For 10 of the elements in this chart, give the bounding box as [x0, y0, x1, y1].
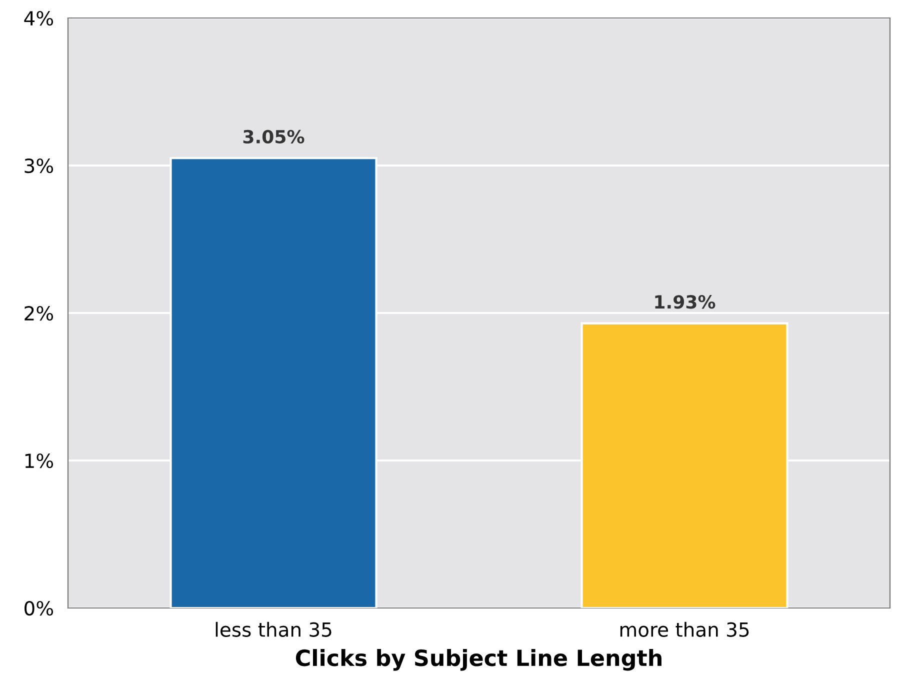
data-label: 1.93% [655, 295, 716, 309]
y-tick-label: 3% [24, 158, 54, 174]
x-tick-label: less than 35 [216, 622, 332, 637]
y-tick-label: 2% [24, 306, 54, 321]
y-tick-label: 4% [24, 10, 54, 26]
x-tick-label: more than 35 [620, 622, 749, 637]
x-axis-title: Clicks by Subject Line Length [296, 649, 662, 671]
y-tick-label: 1% [25, 453, 54, 468]
data-label: 3.05% [243, 130, 304, 144]
y-tick-label: 0% [24, 600, 54, 616]
